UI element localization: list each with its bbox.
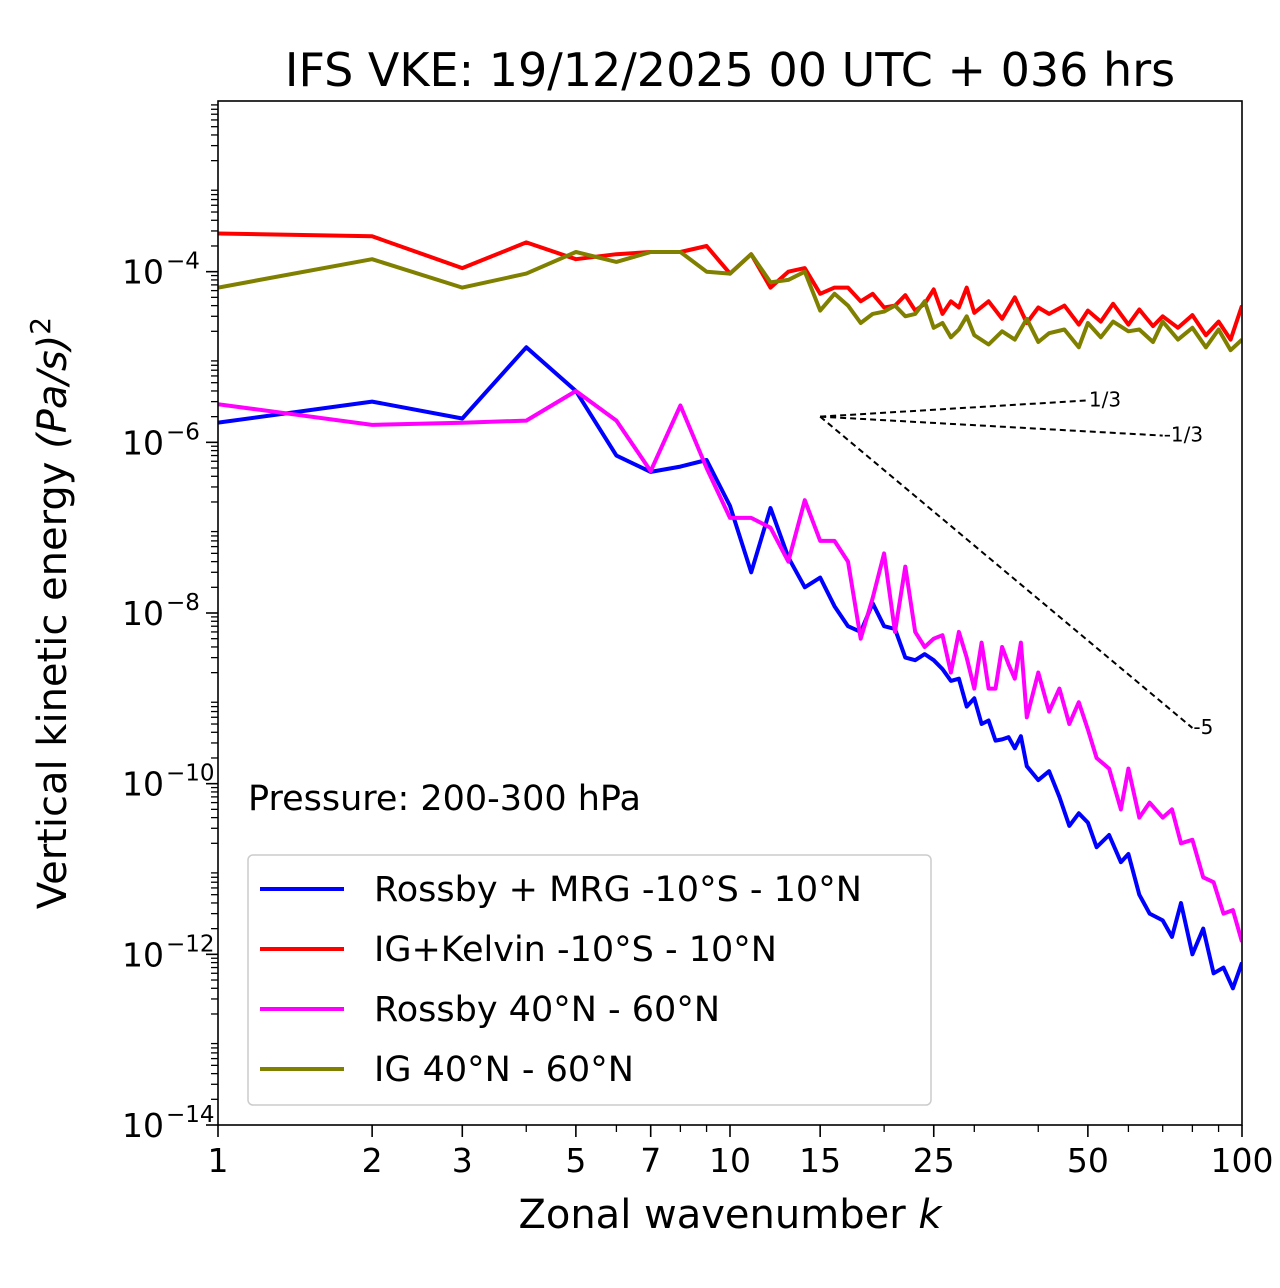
y-axis-label-unit: (Pa/s) <box>30 335 76 449</box>
y-tick-label: 10 <box>122 594 164 633</box>
x-tick-label: 7 <box>640 1141 661 1180</box>
legend-label-ig-kelvin-10-s-10-n: IG+Kelvin -10°S - 10°N <box>374 930 777 970</box>
data-series <box>218 231 1242 991</box>
y-tick-exponent: −4 <box>166 249 200 275</box>
series-line-ig-40-n-60-n <box>218 250 1242 353</box>
y-tick-exponent: −6 <box>166 419 200 445</box>
y-tick-exponent: −10 <box>166 761 215 787</box>
reference-slope-line <box>820 399 1088 418</box>
y-axis-label-text: Vertical kinetic energy <box>30 449 76 909</box>
x-axis-label-text: Zonal wavenumber <box>518 1192 918 1238</box>
y-axis-label: Vertical kinetic energy (Pa/s)2 <box>24 317 76 909</box>
legend: Rossby + MRG -10°S - 10°N IG+Kelvin -10°S… <box>247 854 932 1106</box>
legend-label-rossby-mrg-10-s-10-n: Rossby + MRG -10°S - 10°N <box>374 870 862 910</box>
x-tick-label: 25 <box>913 1141 955 1180</box>
y-tick-label: 10 <box>122 253 164 292</box>
chart-title: IFS VKE: 19/12/2025 00 UTC + 036 hrs <box>285 43 1175 97</box>
x-tick-label: 15 <box>799 1141 841 1180</box>
y-tick-label: 10 <box>122 1106 164 1145</box>
reference-slope-label: -5 <box>1193 715 1213 739</box>
y-tick-label: 10 <box>122 765 164 804</box>
legend-box <box>247 854 932 1106</box>
reference-lines: 1/3 -1/3 -5 <box>819 387 1213 739</box>
legend-label-ig-40-n-60-n: IG 40°N - 60°N <box>374 1050 634 1090</box>
x-axis: 1 2 3 5 7 10 15 25 50 100 <box>208 1125 1274 1180</box>
x-axis-label: Zonal wavenumber k <box>518 1192 943 1238</box>
x-tick-label: 3 <box>452 1141 473 1180</box>
y-axis-label-exponent: 2 <box>24 317 57 335</box>
y-tick-label: 10 <box>122 935 164 974</box>
series-line-rossby-40-n-60-n <box>218 389 1242 943</box>
reference-slope-line <box>820 415 1163 437</box>
series-line-ig-kelvin-10-s-10-n <box>218 231 1242 342</box>
pressure-annotation: Pressure: 200-300 hPa <box>248 779 641 819</box>
y-tick-label: 10 <box>122 423 164 462</box>
y-tick-exponent: −12 <box>166 931 215 957</box>
x-tick-label: 2 <box>362 1141 383 1180</box>
x-tick-label: 100 <box>1211 1141 1274 1180</box>
x-axis-label-variable: k <box>918 1192 943 1238</box>
reference-slope-label: -1/3 <box>1164 423 1203 447</box>
x-tick-label: 5 <box>565 1141 586 1180</box>
legend-label-rossby-40-n-60-n: Rossby 40°N - 60°N <box>374 990 720 1030</box>
x-tick-label: 10 <box>709 1141 751 1180</box>
series-line-rossby-mrg-10-s-10-n <box>218 345 1242 991</box>
reference-slope-label: 1/3 <box>1089 387 1121 411</box>
x-tick-label: 1 <box>208 1141 229 1180</box>
y-tick-exponent: −8 <box>166 590 200 616</box>
y-tick-exponent: −14 <box>166 1102 215 1128</box>
reference-slope-line <box>819 415 1194 729</box>
x-tick-label: 50 <box>1067 1141 1109 1180</box>
